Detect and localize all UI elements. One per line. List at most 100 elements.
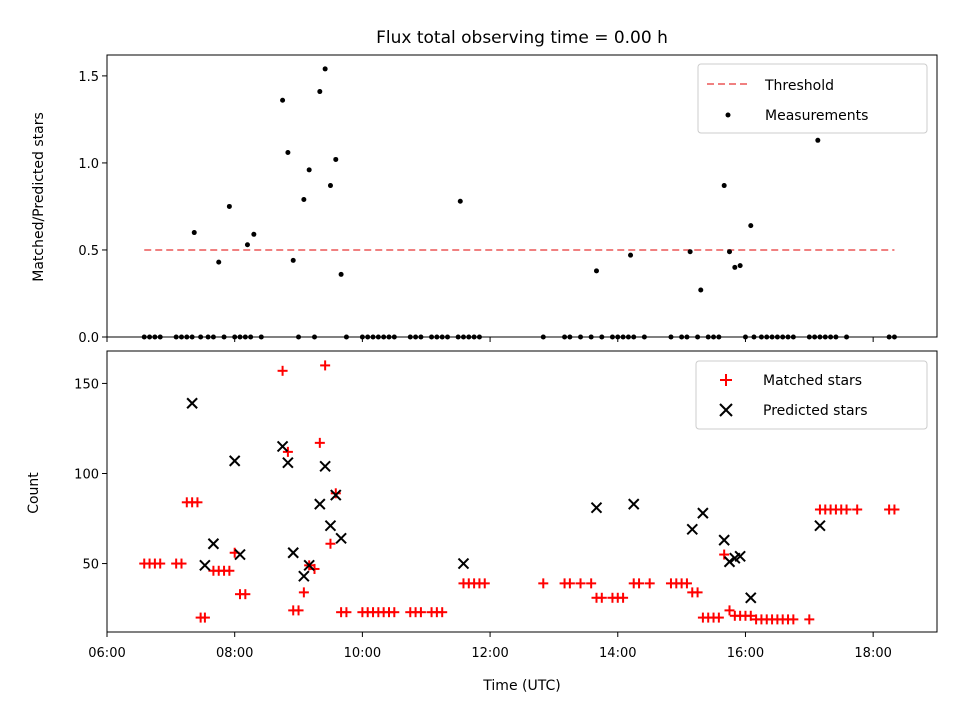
matched-star-marker [192,497,203,508]
measurement-point [833,334,839,340]
measurement-point [322,66,328,72]
predicted-star-marker [282,456,294,469]
matched-star-marker [240,589,251,600]
measurement-point [471,334,477,340]
measurement-point [567,334,573,340]
measurement-point [216,259,222,265]
measurement-point [343,334,349,340]
measurement-point [466,334,472,340]
measurement-point [679,334,685,340]
matched-star-marker [437,607,448,618]
matched-star-marker [564,578,575,589]
predicted-legend-label: Predicted stars [763,403,868,419]
measurement-point [141,334,147,340]
measurement-point [178,334,184,340]
measurement-point [365,334,371,340]
measurement-point [205,334,211,340]
measurement-point [457,198,463,204]
predicted-star-marker [723,556,736,568]
measurement-point [620,334,626,340]
top-y-tick-label: 0.5 [78,244,99,259]
measurement-point [248,334,254,340]
measurement-point [359,334,365,340]
measurement-point [684,334,690,340]
matched-star-marker [309,563,320,574]
measurement-point [407,334,413,340]
matched-star-marker [745,610,756,621]
measurement-point [578,334,584,340]
predicted-star-marker [298,570,310,582]
measurement-point [290,257,296,263]
measurement-point [716,334,722,340]
chart-title: Flux total observing time = 0.00 h [376,28,668,48]
matched-star-marker [644,578,655,589]
x-tick-label: 18:00 [854,646,891,661]
bottom-y-tick-label: 150 [74,377,99,392]
measurement-point [191,230,197,236]
measurement-point [625,334,631,340]
measurement-point [615,334,621,340]
measurement-point [764,334,770,340]
matched-star-marker [841,504,852,515]
measurement-point [413,334,419,340]
predicted-star-marker [686,523,698,536]
matched-star-marker [176,558,187,569]
measurement-point [812,334,818,340]
bottom-y-axis-label: Count [26,472,42,514]
measurement-point [641,334,647,340]
bottom-plot-frame [106,350,938,633]
measurement-point [785,334,791,340]
measurement-point [822,334,828,340]
matched-star-marker [277,365,288,376]
predicted-star-marker [287,547,299,559]
matched-star-marker [415,607,426,618]
matched-star-marker [586,578,597,589]
measurement-point [285,149,291,155]
x-tick-label: 08:00 [216,646,253,661]
predicted-star-marker [335,532,347,545]
measurement-point [732,264,738,270]
predicted-star-marker [814,520,826,532]
measurement-point [157,334,163,340]
measurement-point [312,334,317,340]
measurement-point [317,89,323,95]
measurement-point [780,334,786,340]
measurement-point [698,287,704,293]
x-tick-label: 06:00 [88,646,125,661]
top-legend: Threshold Measurements [697,63,928,134]
predicted-star-marker [324,520,337,532]
top-y-tick-label: 0.0 [78,331,99,346]
measurement-point [296,334,302,340]
measurement-point [210,334,216,340]
measurement-point [748,223,754,229]
matched-star-marker [293,605,304,616]
predicted-star-marker [330,489,342,501]
bottom-plot-area: 50 100 150 06:00 08:00 10:00 12:00 14:00 16:00 18… [74,350,938,661]
measurement-point [184,334,190,340]
measurement-point [386,334,392,340]
measurement-point [631,334,637,340]
measurement-point [562,334,568,340]
predicted-star-marker [457,557,470,570]
top-y-tick-label: 1.0 [78,157,99,172]
matched-star-marker [618,592,629,603]
bottom-y-tick-label: 100 [74,467,99,482]
matched-star-marker [788,614,799,625]
x-tick-label: 10:00 [344,646,381,661]
x-tick-label: 12:00 [471,646,508,661]
predicted-star-marker [319,460,331,472]
matched-star-marker [713,612,724,623]
measurements-legend-marker [725,112,731,118]
matched-star-marker [389,607,400,618]
bottom-legend-box [695,360,928,430]
x-tick-label: 14:00 [599,646,636,661]
measurement-point [758,334,764,340]
measurement-point [375,334,381,340]
measurement-point [540,334,546,340]
measurement-point [445,334,451,340]
matched-star-marker [314,437,325,448]
measurement-point [828,334,834,340]
matched-star-marker [224,565,235,576]
top-y-tick-label: 1.5 [78,70,99,85]
